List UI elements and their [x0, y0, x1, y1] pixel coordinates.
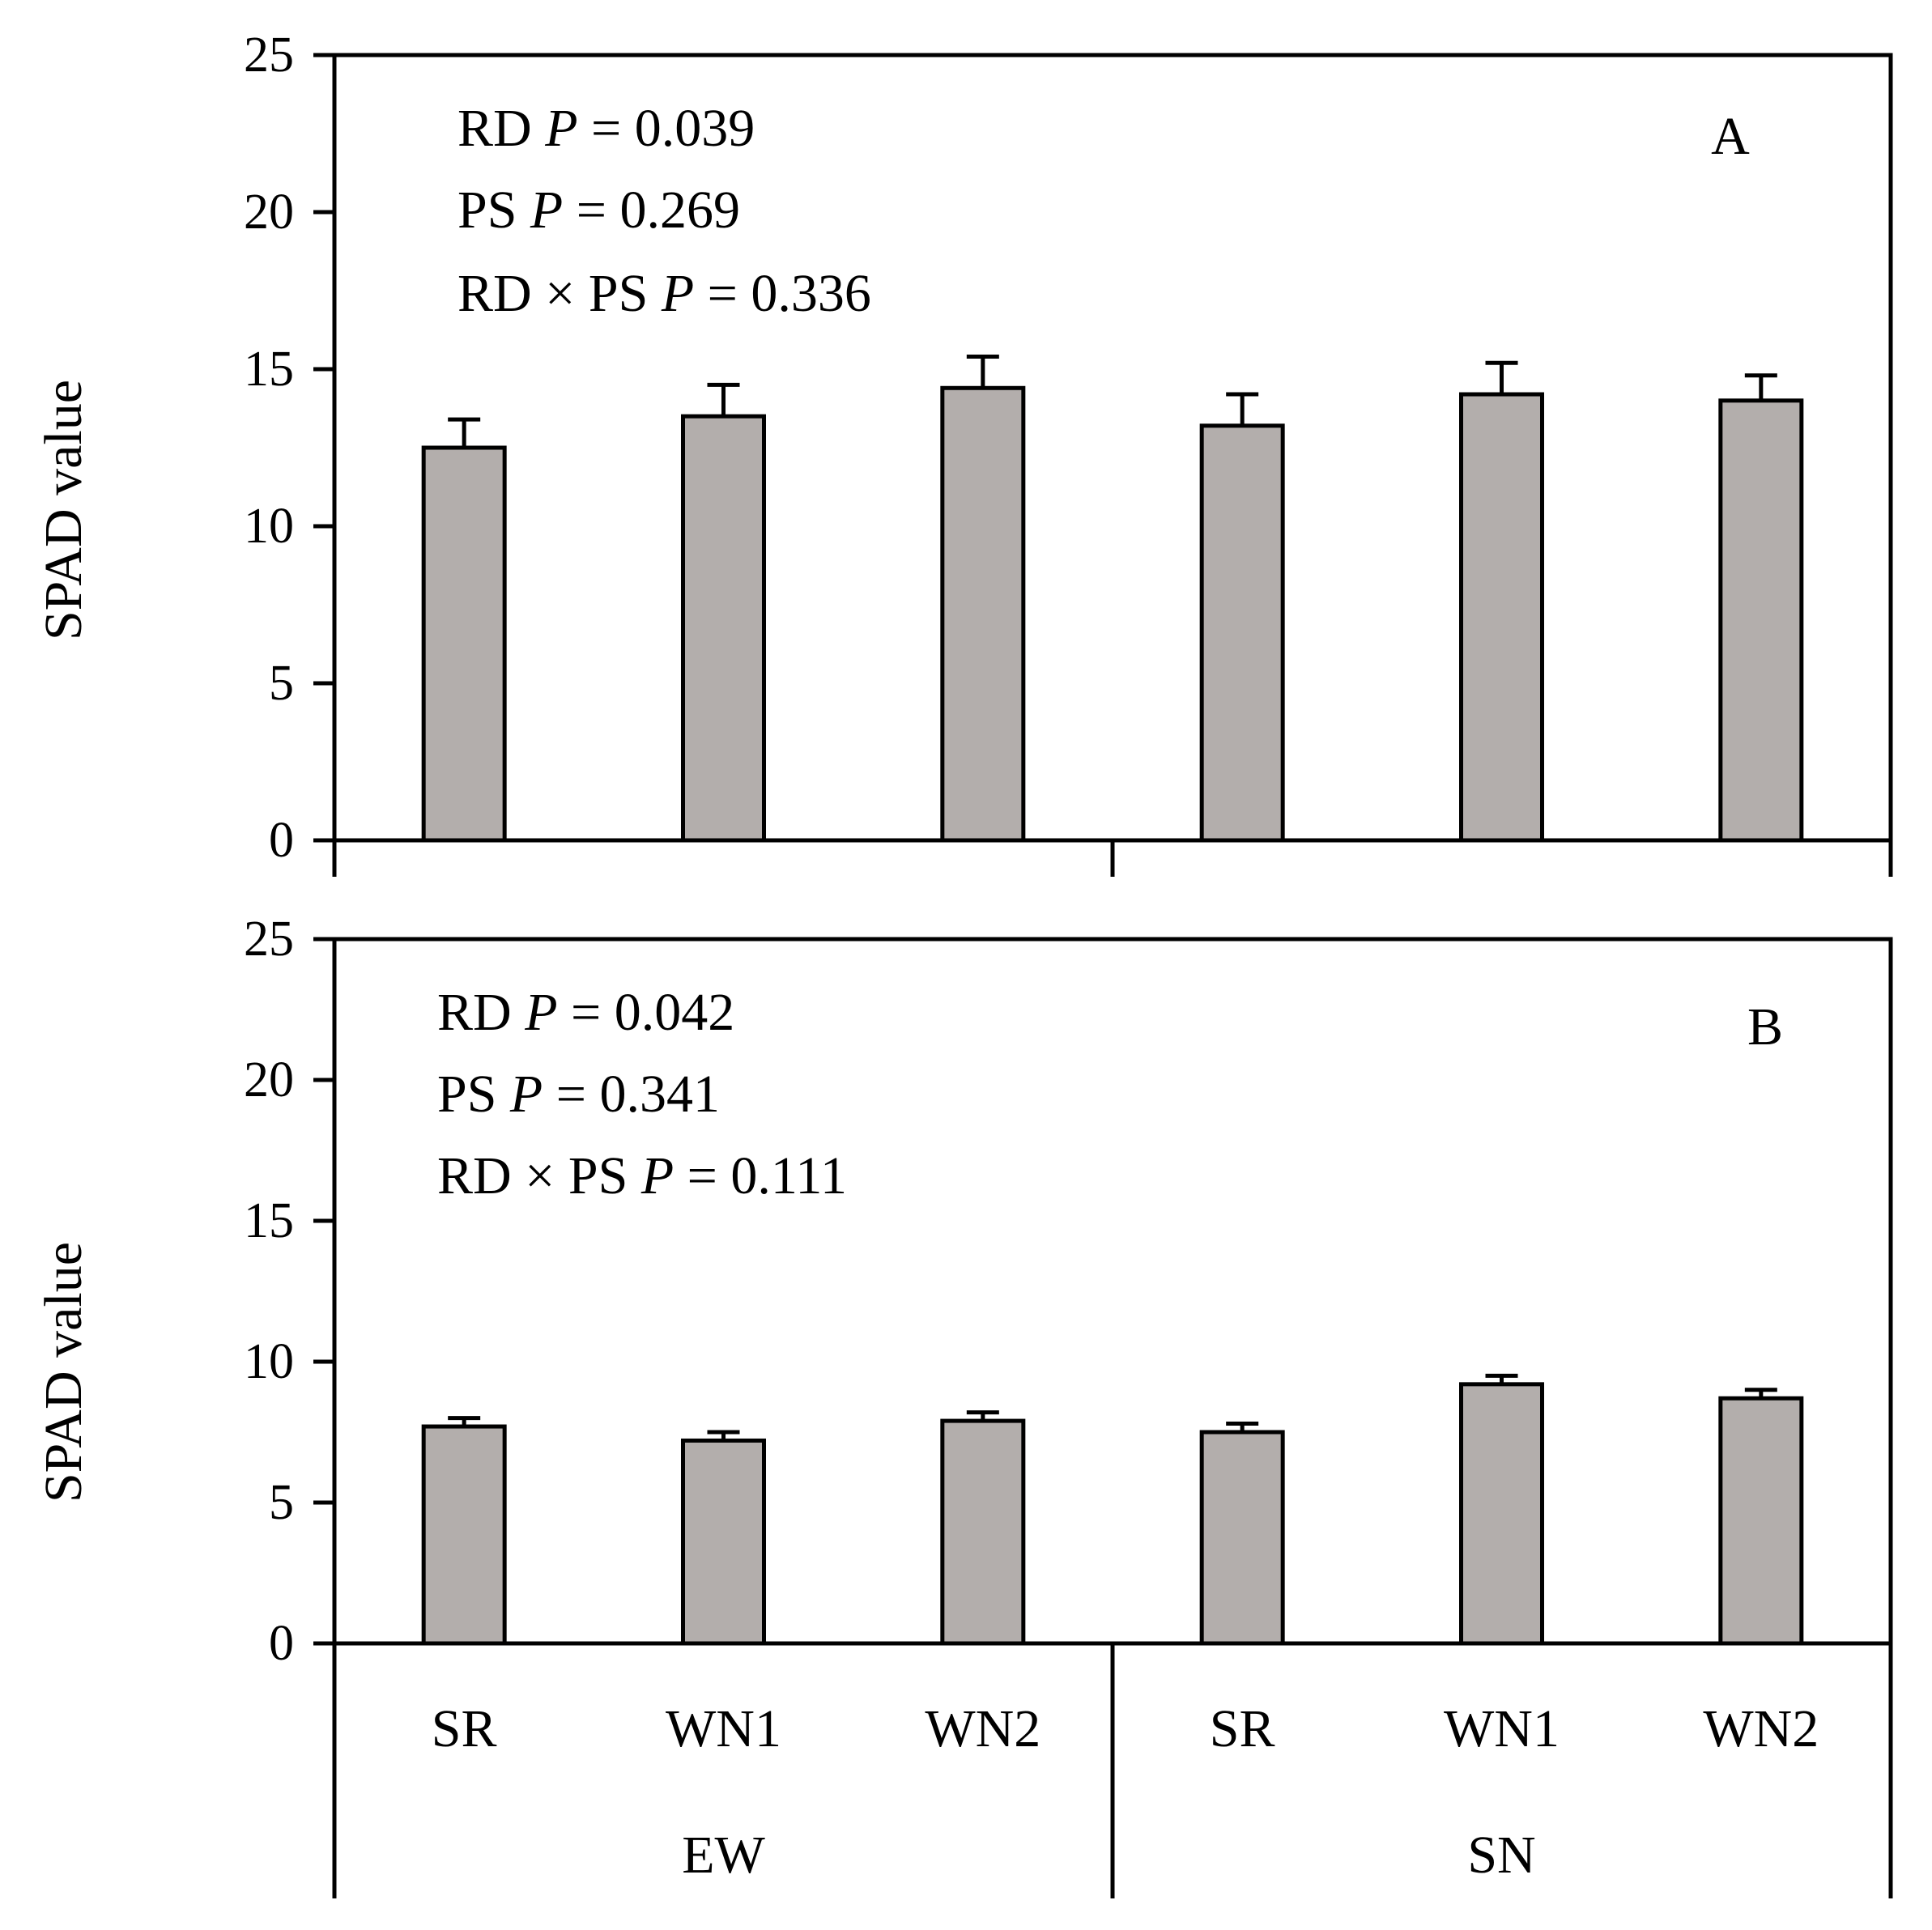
group-label: SN: [1467, 1826, 1535, 1885]
y-tick-label: 0: [269, 1616, 294, 1671]
stat-annotation: PS P = 0.341: [437, 1065, 720, 1124]
category-label: SR: [1210, 1699, 1275, 1758]
stat-annotation: RD P = 0.042: [437, 983, 734, 1042]
stat-annotation: RD × PS P = 0.336: [457, 264, 871, 323]
stat-annotation: RD × PS P = 0.111: [437, 1146, 847, 1205]
panel-label: A: [1711, 107, 1750, 166]
category-label: WN2: [925, 1699, 1040, 1758]
bar: [681, 1438, 766, 1646]
bar: [421, 1424, 507, 1646]
y-tick-label: 25: [244, 912, 294, 967]
plot-frame: [332, 53, 1893, 840]
bar: [940, 385, 1026, 843]
y-tick-label: 15: [244, 342, 294, 397]
panel-label: B: [1747, 997, 1783, 1056]
y-axis-title: SPAD value: [34, 380, 93, 640]
y-tick-label: 15: [244, 1193, 294, 1248]
bar: [681, 414, 766, 843]
stat-annotation: RD P = 0.039: [457, 99, 755, 158]
bar: [1199, 1430, 1285, 1646]
bar: [1459, 392, 1544, 843]
stat-annotation: PS P = 0.269: [457, 181, 740, 240]
category-label: SR: [432, 1699, 497, 1758]
y-tick-label: 10: [244, 499, 294, 554]
y-tick-label: 20: [244, 1052, 294, 1107]
bar: [1718, 1396, 1804, 1646]
bar: [1199, 423, 1285, 843]
bar: [1718, 398, 1804, 843]
y-tick-label: 25: [244, 28, 294, 83]
y-axis-title: SPAD value: [34, 1242, 93, 1503]
category-label: WN2: [1703, 1699, 1819, 1758]
plot-frame: [332, 937, 1893, 1643]
y-tick-label: 5: [269, 656, 294, 711]
y-tick-label: 0: [269, 813, 294, 868]
group-label: EW: [682, 1826, 765, 1885]
category-label: WN1: [1444, 1699, 1560, 1758]
y-tick-label: 20: [244, 185, 294, 240]
panel-b: 0 5 10 15 20 25 SPAD value SR WN1 WN2 SR WN1 WN2 EW SN…: [34, 912, 1893, 1898]
bar: [940, 1418, 1026, 1646]
bar: [421, 445, 507, 843]
y-tick-label: 5: [269, 1475, 294, 1530]
panel-a: 0 5 10 15 20 25 SPAD value RD P = 0.039 PS P = 0…: [34, 28, 1893, 877]
y-tick-label: 10: [244, 1334, 294, 1389]
category-label: WN1: [666, 1699, 781, 1758]
bar: [1459, 1382, 1544, 1646]
